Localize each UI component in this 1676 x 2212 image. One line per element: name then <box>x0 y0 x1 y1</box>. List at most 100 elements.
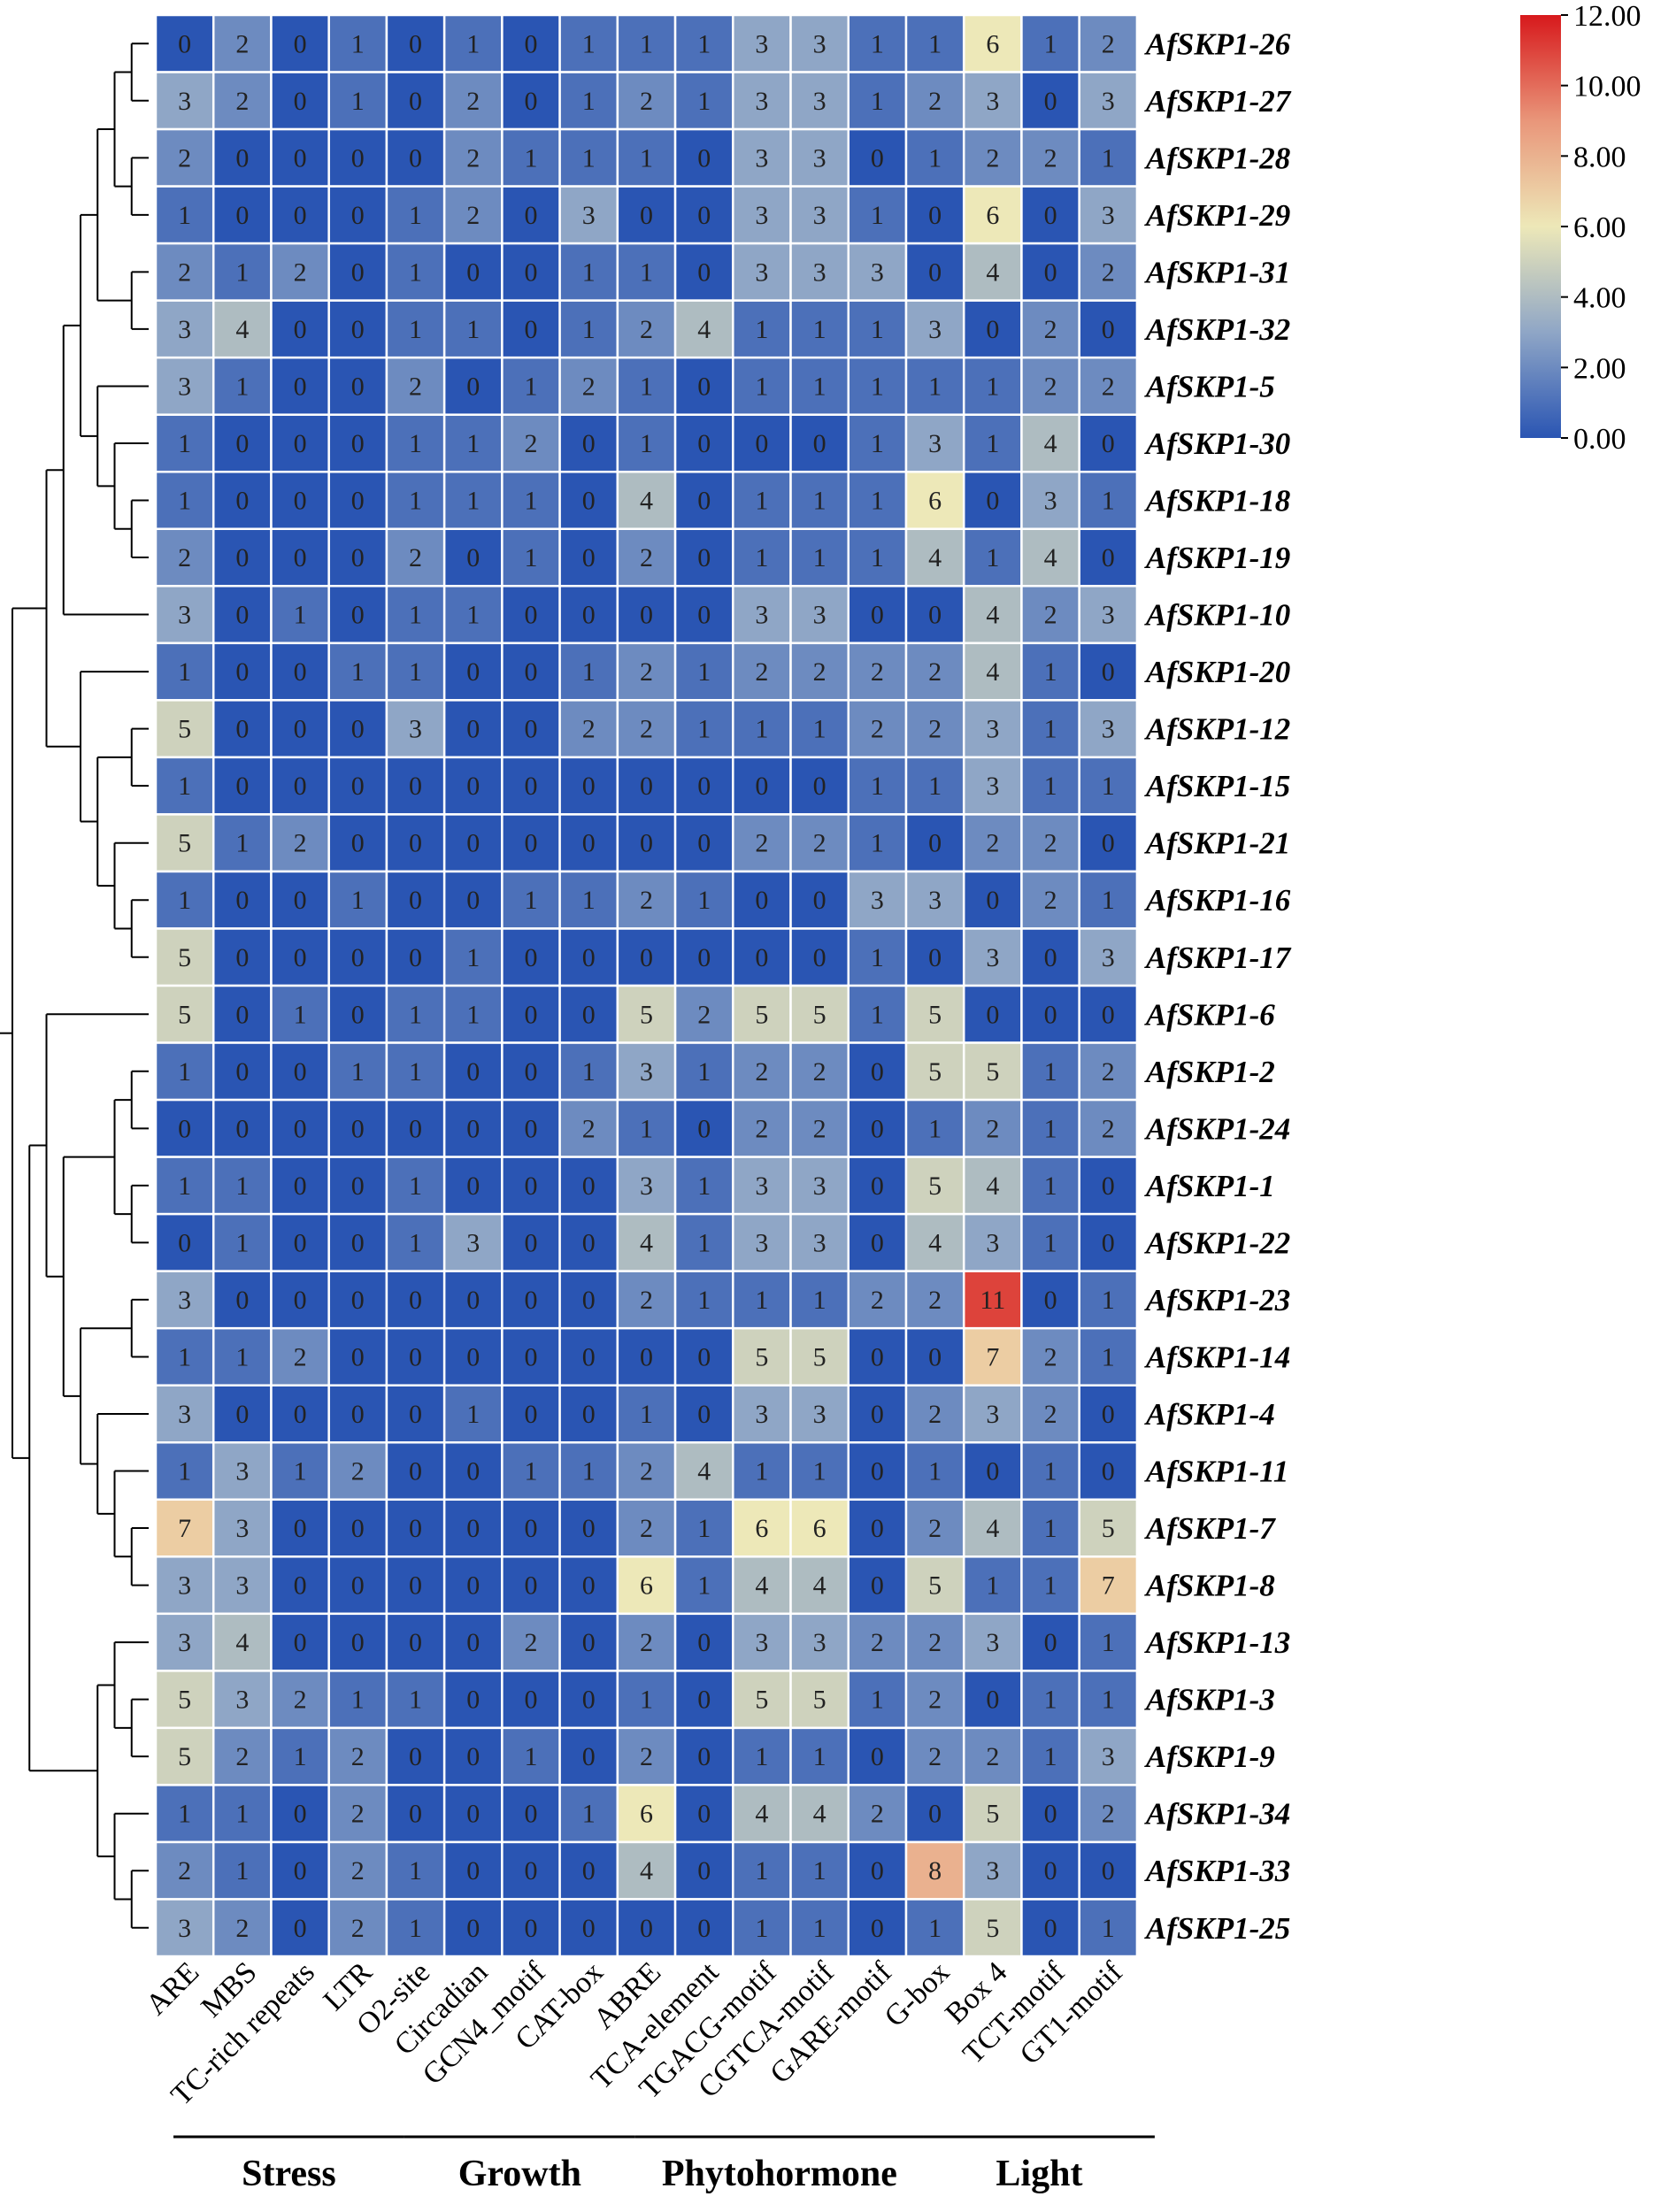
cell-value: 2 <box>294 829 307 858</box>
row-label: AfSKP1-33 <box>1144 1854 1290 1888</box>
heatmap-cell <box>211 356 273 416</box>
cell-value: 0 <box>1044 1628 1057 1657</box>
cell-value: 0 <box>871 1114 884 1143</box>
cell-value: 0 <box>351 1000 365 1029</box>
cell-value: 1 <box>525 143 538 173</box>
heatmap-cell <box>1020 242 1080 302</box>
cell-value: 0 <box>813 886 826 915</box>
cell-value: 6 <box>928 487 942 516</box>
heatmap-cell <box>1020 299 1080 359</box>
cell-value: 3 <box>755 143 768 173</box>
heatmap-cell <box>558 641 619 702</box>
cell-value: 0 <box>235 943 249 972</box>
cell-value: 2 <box>871 1800 884 1829</box>
cell-value: 0 <box>294 201 307 230</box>
cell-value: 3 <box>235 1686 249 1715</box>
heatmap-cell <box>789 1726 850 1786</box>
cell-value: 0 <box>294 1914 307 1943</box>
cell-value: 1 <box>871 1686 884 1715</box>
cell-value: 2 <box>640 1457 653 1486</box>
row-label: AfSKP1-9 <box>1144 1740 1275 1774</box>
cell-value: 1 <box>928 143 942 173</box>
cell-value: 0 <box>1102 429 1115 458</box>
heatmap-cell <box>732 1098 792 1158</box>
heatmap-cell <box>732 127 792 188</box>
cell-value: 0 <box>466 1171 480 1201</box>
heatmap-cell <box>616 1156 677 1216</box>
cell-value: 1 <box>1102 487 1115 516</box>
heatmap-cell <box>1078 299 1139 359</box>
cell-value: 1 <box>525 886 538 915</box>
heatmap-cell <box>962 1441 1023 1502</box>
cell-value: 0 <box>466 1800 480 1829</box>
cell-value: 1 <box>409 1000 422 1029</box>
cell-value: 0 <box>525 772 538 801</box>
cell-value: 3 <box>871 886 884 915</box>
heatmap-cell <box>501 242 561 302</box>
row-label: AfSKP1-32 <box>1144 312 1290 347</box>
heatmap-cell <box>211 1726 273 1786</box>
heatmap-cell <box>154 813 215 873</box>
heatmap-cell <box>327 813 388 873</box>
cell-value: 1 <box>1044 1514 1057 1543</box>
cell-value: 0 <box>235 1057 249 1087</box>
cell-value: 1 <box>409 1171 422 1201</box>
cell-value: 0 <box>871 143 884 173</box>
cell-value: 3 <box>813 601 826 630</box>
heatmap-cell <box>1020 1670 1080 1730</box>
heatmap-cell <box>558 1041 619 1102</box>
cell-value: 1 <box>1044 1114 1057 1143</box>
cell-value: 5 <box>178 943 191 972</box>
cell-value: 0 <box>351 1514 365 1543</box>
heatmap-cell <box>789 1384 850 1444</box>
cell-value: 0 <box>986 1457 999 1486</box>
heatmap-cell <box>270 1156 330 1216</box>
cell-value: 0 <box>351 1114 365 1143</box>
heatmap-cell <box>270 984 330 1044</box>
heatmap-cell <box>616 1670 677 1730</box>
cell-value: 1 <box>1044 1228 1057 1257</box>
cell-value: 1 <box>351 1057 365 1087</box>
heatmap-cell <box>847 127 908 188</box>
heatmap-cell <box>616 1212 677 1272</box>
cell-value: 1 <box>409 1856 422 1886</box>
cell-value: 0 <box>1102 315 1115 344</box>
cell-value: 0 <box>409 1742 422 1771</box>
cell-value: 0 <box>351 372 365 401</box>
row-label: AfSKP1-13 <box>1144 1625 1290 1660</box>
heatmap-cell <box>673 984 734 1044</box>
heatmap-cell <box>327 870 388 930</box>
cell-value: 0 <box>351 201 365 230</box>
cell-value: 1 <box>697 715 711 744</box>
cell-value: 1 <box>697 1571 711 1601</box>
heatmap-cell <box>1020 699 1080 759</box>
cell-value: 3 <box>466 1228 480 1257</box>
heatmap-cell <box>1078 1555 1139 1616</box>
heatmap-cell <box>558 356 619 416</box>
cell-value: 2 <box>697 1000 711 1029</box>
cell-value: 0 <box>640 1342 653 1371</box>
row-label: AfSKP1-11 <box>1144 1455 1288 1489</box>
cell-value: 1 <box>525 487 538 516</box>
heatmap-cell <box>211 1498 273 1558</box>
cell-value: 0 <box>1044 1914 1057 1943</box>
cell-value: 1 <box>1102 1914 1115 1943</box>
heatmap-cell <box>789 1784 850 1844</box>
cell-value: 1 <box>582 657 596 687</box>
heatmap-cell <box>501 699 561 759</box>
cell-value: 3 <box>986 1628 999 1657</box>
heatmap-cell <box>789 1212 850 1272</box>
cell-value: 4 <box>1044 543 1057 572</box>
cell-value: 1 <box>755 1914 768 1943</box>
heatmap-cell <box>327 756 388 816</box>
heatmap-cell <box>1020 1498 1080 1558</box>
cell-value: 1 <box>1044 1571 1057 1601</box>
cell-value: 1 <box>640 143 653 173</box>
heatmap-cell <box>847 1270 908 1330</box>
heatmap-cell <box>270 641 330 702</box>
cell-value: 6 <box>986 201 999 230</box>
cell-value: 0 <box>294 87 307 116</box>
cell-value: 2 <box>928 715 942 744</box>
heatmap-cell <box>789 527 850 588</box>
